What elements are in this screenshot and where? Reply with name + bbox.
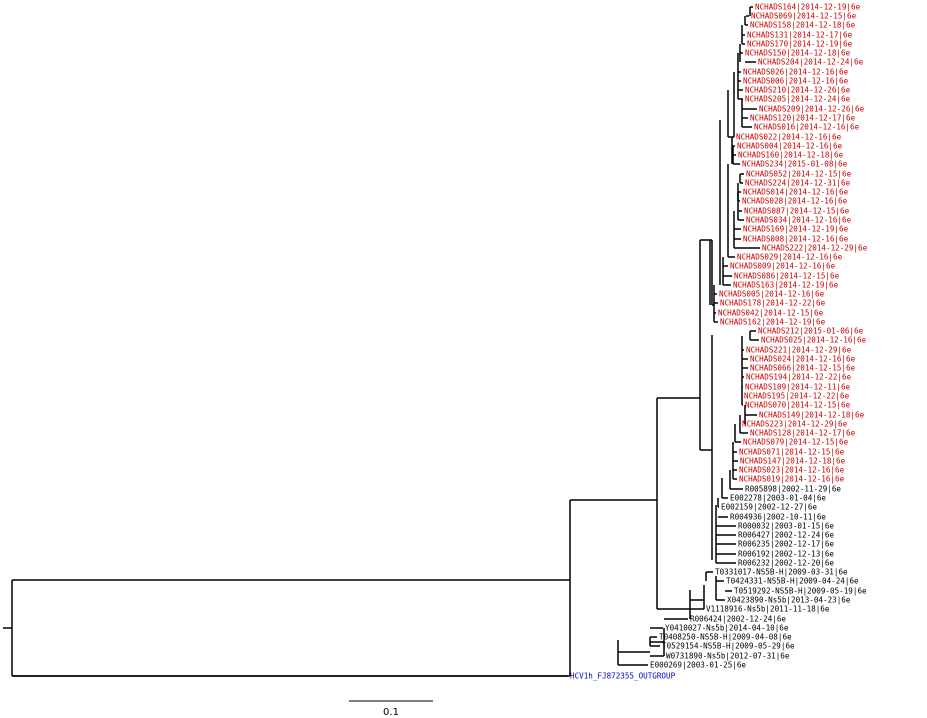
tip-label: R005898|2002-11-29|6e	[745, 485, 841, 494]
tip-label: NCHADS109|2014-12-11|6e	[745, 383, 851, 392]
tip-label: NCHADS120|2014-12-17|6e	[750, 114, 856, 123]
tip-label: NCHADS128|2014-12-17|6e	[750, 429, 856, 438]
tip-label: NCHADS025|2014-12-16|6e	[761, 336, 867, 345]
tip-label: R006235|2002-12-17|6e	[738, 540, 834, 549]
tip-label: NCHADS087|2014-12-15|6e	[744, 207, 850, 216]
tip-label: T0529154-NS5B-H|2009-05-29|6e	[662, 642, 795, 651]
tip-label: NCHADS222|2014-12-29|6e	[762, 244, 868, 253]
scale-bar: 0.1	[349, 700, 433, 718]
tip-label: NCHADS016|2014-12-16|6e	[754, 123, 860, 132]
tip-label: NCHADS170|2014-12-19|6e	[747, 40, 853, 49]
tip-label: NCHADS150|2014-12-18|6e	[745, 49, 851, 58]
tip-label: NCHADS164|2014-12-19|6e	[755, 3, 861, 12]
scale-bar-label: 0.1	[383, 707, 399, 718]
tip-label: NCHADS019|2014-12-16|6e	[739, 475, 845, 484]
tip-label: NCHADS205|2014-12-24|6e	[745, 95, 851, 104]
tip-label: T0331017-NS5B-H|2009-03-31|6e	[715, 568, 848, 577]
tip-label: NCHADS210|2014-12-26|6e	[745, 86, 851, 95]
tip-label: NCHADS005|2014-12-16|6e	[719, 290, 825, 299]
tip-label: NCHADS028|2014-12-16|6e	[742, 197, 848, 206]
tip-label: R006424|2002-12-24|6e	[690, 615, 786, 624]
tip-label: NCHADS029|2014-12-16|6e	[737, 253, 843, 262]
tip-label: NCHADS070|2014-12-15|6e	[745, 401, 851, 410]
tip-label: NCHADS086|2014-12-15|6e	[734, 272, 840, 281]
tip-labels: NCHADS164|2014-12-19|6eNCHADS069|2014-12…	[570, 3, 868, 681]
tip-label: R000032|2003-01-15|6e	[738, 522, 834, 531]
tip-label: NCHADS223|2014-12-29|6e	[742, 420, 848, 429]
tip-label: NCHADS004|2014-12-16|6e	[737, 142, 843, 151]
tip-label: NCHADS212|2015-01-06|6e	[758, 327, 864, 336]
tip-label: R006192|2002-12-13|6e	[738, 550, 834, 559]
tip-label: NCHADS195|2014-12-22|6e	[744, 392, 850, 401]
tip-label: NCHADS023|2014-12-16|6e	[739, 466, 845, 475]
tip-label: NCHADS022|2014-12-16|6e	[736, 133, 842, 142]
tip-label: NCHADS224|2014-12-31|6e	[745, 179, 851, 188]
tip-label: E000269|2003-01-25|6e	[650, 661, 746, 670]
tip-label: NCHADS024|2014-12-16|6e	[750, 355, 856, 364]
tip-label: NCHADS158|2014-12-18|6e	[750, 21, 856, 30]
tip-label: E002278|2003-01-04|6e	[730, 494, 826, 503]
tip-label: NCHADS052|2014-12-15|6e	[746, 170, 852, 179]
tip-label: NCHADS204|2014-12-24|6e	[758, 58, 864, 67]
tip-label: NCHADS079|2014-12-15|6e	[743, 438, 849, 447]
tip-label: V1118916-Ns5b|2011-11-18|6e	[706, 605, 830, 614]
tip-label: NCHADS163|2014-12-19|6e	[733, 281, 839, 290]
tip-label: E002159|2002-12-27|6e	[721, 503, 817, 512]
tip-label: NCHADS147|2014-12-18|6e	[740, 457, 846, 466]
tip-label: NCHADS066|2014-12-15|6e	[750, 364, 856, 373]
tip-label: NCHADS069|2014-12-15|6e	[751, 12, 857, 21]
tip-label: NCHADS071|2014-12-15|6e	[739, 448, 845, 457]
tip-label: NCHADS006|2014-12-16|6e	[743, 77, 849, 86]
tip-label: NCHADS009|2014-12-16|6e	[730, 262, 836, 271]
tip-label: T0424331-NS5B-H|2009-04-24|6e	[726, 577, 859, 586]
tip-label: NCHADS178|2014-12-22|6e	[720, 299, 826, 308]
tip-label: X0423890-Ns5b|2013-04-23|6e	[727, 596, 851, 605]
tip-label: W0731890-Ns5b|2012-07-31|6e	[666, 652, 790, 661]
tip-label: NCHADS194|2014-12-22|6e	[746, 373, 852, 382]
tip-label: NCHADS209|2014-12-26|6e	[759, 105, 865, 114]
tip-label: NCHADS042|2014-12-15|6e	[718, 309, 824, 318]
tip-label: Y0410027-Ns5b|2014-04-10|6e	[665, 624, 789, 633]
tip-label: NCHADS149|2014-12-18|6e	[759, 411, 865, 420]
tip-label: NCHADS131|2014-12-17|6e	[747, 31, 853, 40]
tip-label: NCHADS162|2014-12-19|6e	[720, 318, 826, 327]
tip-label: T0408250-NS5B-H|2009-04-08|6e	[659, 633, 792, 642]
tip-label: NCHADS026|2014-12-16|6e	[743, 68, 849, 77]
tip-label: NCHADS034|2014-12-16|6e	[746, 216, 852, 225]
tip-label: NCHADS160|2014-12-18|6e	[738, 151, 844, 160]
tip-label: R004936|2002-10-11|6e	[730, 513, 826, 522]
tip-label: NCHADS014|2014-12-16|6e	[743, 188, 849, 197]
tip-label: NCHADS221|2014-12-29|6e	[746, 346, 852, 355]
tree-branches	[3, 6, 760, 677]
tip-label: NCHADS008|2014-12-16|6e	[743, 235, 849, 244]
tip-label: R006232|2002-12-20|6e	[738, 559, 834, 568]
tip-label: T0519292-NS5B-H|2009-05-19|6e	[734, 587, 867, 596]
tip-label: NCHADS169|2014-12-19|6e	[743, 225, 849, 234]
tip-label: R006427|2002-12-24|6e	[738, 531, 834, 540]
tip-label: NCHADS234|2015-01-08|6e	[742, 160, 848, 169]
tip-label: HCV1h_FJ872355_OUTGROUP	[570, 672, 676, 681]
